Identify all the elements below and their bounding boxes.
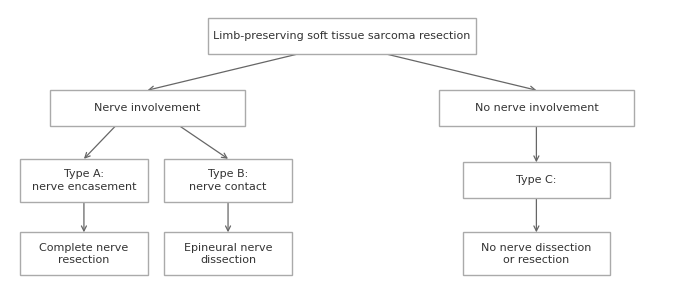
FancyBboxPatch shape (462, 232, 610, 275)
Text: No nerve involvement: No nerve involvement (475, 103, 598, 113)
FancyBboxPatch shape (21, 159, 148, 202)
Text: Type C:: Type C: (516, 175, 557, 185)
FancyBboxPatch shape (208, 18, 476, 54)
FancyBboxPatch shape (21, 232, 148, 275)
Text: Complete nerve
resection: Complete nerve resection (39, 243, 129, 265)
Text: Epineural nerve
dissection: Epineural nerve dissection (184, 243, 272, 265)
Text: Type A:
nerve encasement: Type A: nerve encasement (31, 169, 136, 192)
FancyBboxPatch shape (462, 162, 610, 198)
FancyBboxPatch shape (164, 232, 291, 275)
FancyBboxPatch shape (439, 90, 633, 126)
FancyBboxPatch shape (164, 159, 291, 202)
Text: No nerve dissection
or resection: No nerve dissection or resection (482, 243, 592, 265)
Text: Type B:
nerve contact: Type B: nerve contact (189, 169, 267, 192)
Text: Limb-preserving soft tissue sarcoma resection: Limb-preserving soft tissue sarcoma rese… (213, 31, 471, 41)
FancyBboxPatch shape (51, 90, 245, 126)
Text: Nerve involvement: Nerve involvement (94, 103, 201, 113)
